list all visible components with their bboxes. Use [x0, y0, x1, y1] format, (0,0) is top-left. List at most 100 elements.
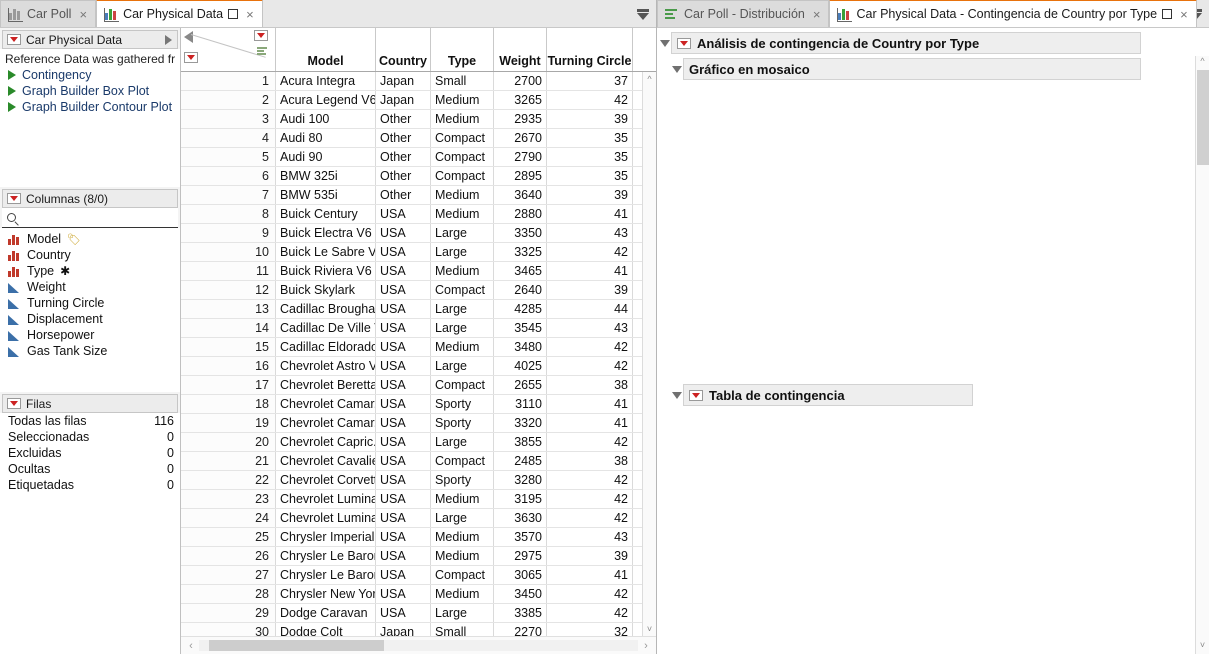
table-row[interactable]: 29 Dodge Caravan USA Large 3385 42 [181, 604, 656, 623]
row-number-cell[interactable]: 12 [181, 281, 276, 299]
cell-type[interactable]: Large [431, 319, 494, 337]
cell-turning-circle[interactable]: 41 [547, 414, 633, 432]
cell-turning-circle[interactable]: 42 [547, 604, 633, 622]
cell-type[interactable]: Compact [431, 281, 494, 299]
cell-model[interactable]: BMW 535i [276, 186, 376, 204]
cell-model[interactable]: Audi 80 [276, 129, 376, 147]
row-number-cell[interactable]: 20 [181, 433, 276, 451]
column-item-displacement[interactable]: Displacement [0, 311, 180, 327]
close-icon[interactable]: × [1180, 6, 1188, 22]
cell-country[interactable]: Other [376, 148, 431, 166]
red-triangle-menu-icon[interactable] [184, 52, 198, 63]
cell-type[interactable]: Sporty [431, 414, 494, 432]
cell-weight[interactable]: 3280 [494, 471, 547, 489]
cell-turning-circle[interactable]: 39 [547, 281, 633, 299]
cell-weight[interactable]: 2935 [494, 110, 547, 128]
scroll-left-icon[interactable]: ‹ [189, 639, 193, 652]
cell-country[interactable]: USA [376, 433, 431, 451]
row-number-cell[interactable]: 28 [181, 585, 276, 603]
cell-turning-circle[interactable]: 42 [547, 585, 633, 603]
cell-country[interactable]: Other [376, 186, 431, 204]
table-row[interactable]: 28 Chrysler New Yor... USA Medium 3450 42 [181, 585, 656, 604]
cell-type[interactable]: Compact [431, 148, 494, 166]
vscroll-thumb[interactable] [1197, 70, 1209, 165]
cell-type[interactable]: Medium [431, 186, 494, 204]
cell-model[interactable]: Chevrolet Lumina... [276, 509, 376, 527]
table-row[interactable]: 16 Chevrolet Astro V6 USA Large 4025 42 [181, 357, 656, 376]
cell-model[interactable]: Buick Skylark [276, 281, 376, 299]
cell-weight[interactable]: 3110 [494, 395, 547, 413]
cell-type[interactable]: Medium [431, 262, 494, 280]
column-item-type[interactable]: Type ✱ [0, 263, 180, 279]
cell-turning-circle[interactable]: 41 [547, 205, 633, 223]
cell-country[interactable]: USA [376, 224, 431, 242]
cell-country[interactable]: USA [376, 395, 431, 413]
cell-type[interactable]: Sporty [431, 395, 494, 413]
close-icon[interactable]: × [79, 6, 88, 22]
cell-type[interactable]: Medium [431, 528, 494, 546]
cell-turning-circle[interactable]: 42 [547, 91, 633, 109]
table-row[interactable]: 13 Cadillac Brougha... USA Large 4285 44 [181, 300, 656, 319]
row-number-cell[interactable]: 7 [181, 186, 276, 204]
cell-weight[interactable]: 4025 [494, 357, 547, 375]
cell-model[interactable]: Dodge Colt [276, 623, 376, 636]
red-triangle-menu-icon[interactable] [7, 193, 21, 204]
cell-country[interactable]: USA [376, 604, 431, 622]
table-row[interactable]: 7 BMW 535i Other Medium 3640 39 [181, 186, 656, 205]
cell-weight[interactable]: 2485 [494, 452, 547, 470]
script-graph-builder-contour-plot[interactable]: Graph Builder Contour Plot [0, 99, 180, 115]
cell-weight[interactable]: 3640 [494, 186, 547, 204]
cell-model[interactable]: Chevrolet Camar... [276, 414, 376, 432]
rows-panel-header[interactable]: Filas [2, 394, 178, 413]
cell-country[interactable]: USA [376, 376, 431, 394]
cell-model[interactable]: Chevrolet Beretta [276, 376, 376, 394]
column-header-turning-circle[interactable]: Turning Circle [547, 28, 633, 71]
cell-country[interactable]: USA [376, 452, 431, 470]
tab-car-poll[interactable]: Car Poll × [0, 0, 97, 27]
cell-model[interactable]: Chrysler New Yor... [276, 585, 376, 603]
cell-country[interactable]: USA [376, 205, 431, 223]
cell-country[interactable]: USA [376, 528, 431, 546]
cell-type[interactable]: Medium [431, 205, 494, 223]
columns-panel-header[interactable]: Columnas (8/0) [2, 189, 178, 208]
cell-turning-circle[interactable]: 43 [547, 224, 633, 242]
cell-weight[interactable]: 3385 [494, 604, 547, 622]
red-triangle-menu-icon[interactable] [689, 389, 703, 401]
cell-weight[interactable]: 3855 [494, 433, 547, 451]
cell-turning-circle[interactable]: 35 [547, 167, 633, 185]
row-number-cell[interactable]: 25 [181, 528, 276, 546]
column-item-country[interactable]: Country [0, 247, 180, 263]
cell-country[interactable]: Japan [376, 623, 431, 636]
collapse-arrow-icon[interactable] [184, 31, 193, 43]
row-number-cell[interactable]: 10 [181, 243, 276, 261]
cell-type[interactable]: Compact [431, 566, 494, 584]
hscroll-track[interactable] [199, 640, 638, 651]
row-number-cell[interactable]: 16 [181, 357, 276, 375]
cell-turning-circle[interactable]: 41 [547, 566, 633, 584]
cell-model[interactable]: Chrysler Imperial ... [276, 528, 376, 546]
row-number-cell[interactable]: 19 [181, 414, 276, 432]
cell-weight[interactable]: 2640 [494, 281, 547, 299]
cell-type[interactable]: Medium [431, 338, 494, 356]
row-number-cell[interactable]: 30 [181, 623, 276, 636]
row-number-cell[interactable]: 18 [181, 395, 276, 413]
cell-type[interactable]: Compact [431, 376, 494, 394]
row-number-cell[interactable]: 14 [181, 319, 276, 337]
red-triangle-menu-icon[interactable] [7, 398, 21, 409]
cell-turning-circle[interactable]: 43 [547, 319, 633, 337]
cell-country[interactable]: Japan [376, 91, 431, 109]
cell-model[interactable]: Acura Integra [276, 72, 376, 90]
table-row[interactable]: 18 Chevrolet Camar... USA Sporty 3110 41 [181, 395, 656, 414]
cell-type[interactable]: Medium [431, 91, 494, 109]
grid-horizontal-scrollbar[interactable]: ‹ › [181, 636, 656, 654]
disclosure-triangle-icon[interactable] [672, 391, 682, 399]
cell-model[interactable]: Buick Riviera V6 [276, 262, 376, 280]
cell-type[interactable]: Medium [431, 585, 494, 603]
cell-weight[interactable]: 4285 [494, 300, 547, 318]
red-triangle-menu-icon[interactable] [254, 30, 268, 41]
analysis-section-header[interactable]: Análisis de contingencia de Country por … [660, 32, 1141, 54]
cell-weight[interactable]: 3265 [494, 91, 547, 109]
